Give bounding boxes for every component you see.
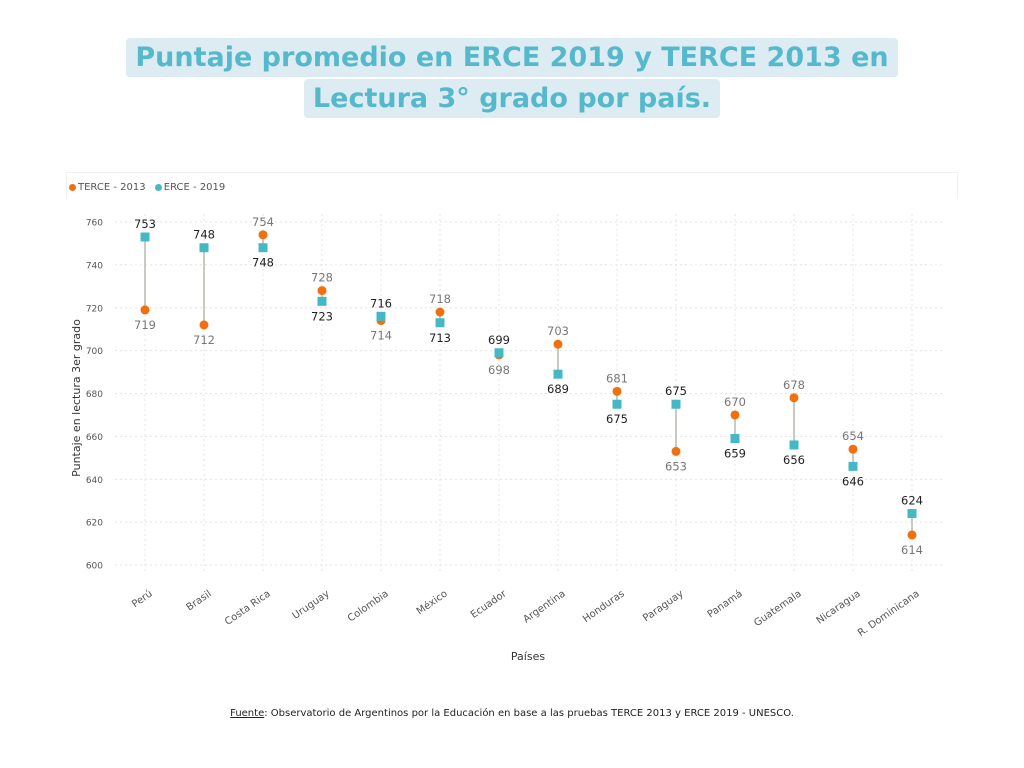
x-tick-label: Honduras [581, 588, 627, 625]
terce-point [612, 386, 622, 396]
erce-point [435, 318, 445, 328]
terce-point [848, 444, 858, 454]
x-tick-label: R. Dominicana [856, 588, 922, 639]
terce-data-label: 678 [783, 378, 805, 392]
erce-point [494, 348, 504, 358]
y-tick-label: 740 [86, 261, 103, 271]
terce-data-label: 719 [134, 318, 156, 332]
x-tick-label: Brasil [185, 588, 214, 613]
terce-data-label: 654 [842, 429, 864, 443]
chart-title: Puntaje promedio en ERCE 2019 y TERCE 20… [0, 38, 1024, 118]
x-tick-label: Panamá [705, 588, 745, 621]
terce-data-label: 754 [252, 215, 274, 229]
erce-point [317, 296, 327, 306]
x-tick-label: Guatemala [752, 588, 803, 629]
terce-point [258, 230, 268, 240]
x-tick-label: Costa Rica [223, 588, 273, 627]
erce-data-label: 748 [252, 256, 274, 270]
x-tick-label: Ecuador [469, 588, 510, 621]
erce-point [730, 434, 740, 444]
erce-point [907, 509, 917, 519]
erce-point [848, 461, 858, 471]
erce-data-label: 723 [311, 309, 333, 323]
terce-data-label: 681 [606, 371, 628, 385]
x-tick-label: Uruguay [291, 588, 332, 621]
erce-point [376, 311, 386, 321]
dumbbell-chart: 600 620 640 660 680 700 720 740 760 Países Puntaje… [70, 214, 945, 663]
x-tick-label: Argentina [521, 588, 567, 625]
erce-data-label: 659 [724, 447, 746, 461]
erce-point [553, 369, 563, 379]
erce-data-label: 675 [606, 412, 628, 426]
x-tick-label: Nicaragua [815, 588, 863, 626]
erce-data-label: 689 [547, 382, 569, 396]
source-text: : Observatorio de Argentinos por la Educ… [264, 708, 794, 719]
chart-legend: TERCE - 2013 ERCE - 2019 [66, 172, 958, 199]
legend-marker-terce [69, 183, 76, 191]
terce-point [730, 410, 740, 420]
terce-point [789, 393, 799, 403]
terce-data-label: 653 [665, 459, 687, 473]
y-tick-label: 660 [86, 433, 103, 443]
erce-point [140, 232, 150, 242]
erce-point [612, 399, 622, 409]
erce-point [789, 440, 799, 450]
erce-data-label: 713 [429, 331, 451, 345]
erce-data-label: 624 [901, 494, 923, 508]
y-tick-label: 620 [86, 519, 103, 529]
y-tick-label: 720 [86, 304, 103, 314]
erce-data-label: 716 [370, 296, 392, 310]
erce-data-label: 656 [783, 453, 805, 467]
legend-item-erce: ERCE - 2019 [154, 182, 226, 193]
x-tick-label: Colombia [346, 588, 391, 624]
erce-data-label: 753 [134, 217, 156, 231]
terce-data-label: 718 [429, 292, 451, 306]
terce-point [907, 530, 917, 540]
terce-data-label: 670 [724, 395, 746, 409]
terce-data-label: 712 [193, 333, 215, 347]
erce-data-label: 699 [488, 333, 510, 347]
erce-data-label: 748 [193, 228, 215, 242]
y-tick-label: 760 [86, 219, 103, 229]
y-tick-label: 700 [86, 347, 103, 357]
terce-data-label: 698 [488, 363, 510, 377]
erce-data-label: 646 [842, 474, 864, 488]
erce-point [671, 399, 681, 409]
terce-point [553, 339, 563, 349]
erce-point [199, 243, 209, 253]
erce-point [258, 243, 268, 253]
y-tick-label: 680 [86, 390, 103, 400]
x-tick-label: Perú [130, 588, 155, 611]
y-tick-label: 640 [86, 476, 103, 486]
x-axis-title: Países [511, 650, 545, 663]
terce-point [671, 446, 681, 456]
x-tick-label: Paraguay [641, 588, 686, 624]
source-label: Fuente [230, 708, 265, 719]
legend-item-terce: TERCE - 2013 [69, 182, 146, 193]
chart-title-line-2: Lectura 3° grado por país. [303, 79, 721, 118]
terce-data-label: 728 [311, 271, 333, 285]
erce-data-label: 675 [665, 384, 687, 398]
terce-data-label: 714 [370, 329, 392, 343]
terce-point [435, 307, 445, 317]
terce-data-label: 703 [547, 324, 569, 338]
terce-point [140, 305, 150, 315]
legend-label-terce: TERCE - 2013 [78, 182, 146, 193]
source-note: Fuente: Observatorio de Argentinos por l… [0, 708, 1024, 719]
x-tick-label: México [414, 588, 449, 618]
chart-title-line-1: Puntaje promedio en ERCE 2019 y TERCE 20… [126, 38, 898, 77]
legend-label-erce: ERCE - 2019 [163, 182, 226, 193]
legend-marker-erce [154, 183, 162, 191]
terce-point [199, 320, 209, 330]
y-tick-label: 600 [86, 562, 103, 572]
terce-point [317, 286, 327, 296]
y-axis-title: Puntaje en lectura 3er grado [70, 319, 83, 477]
terce-data-label: 614 [901, 543, 923, 557]
